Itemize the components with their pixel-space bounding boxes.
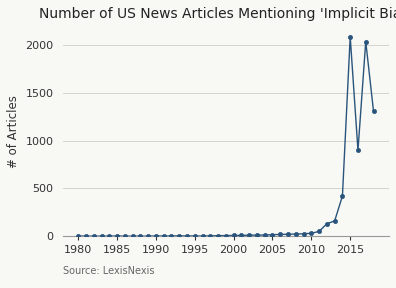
Y-axis label: # of Articles: # of Articles [7, 95, 20, 168]
Text: Source: LexisNexis: Source: LexisNexis [63, 266, 154, 276]
Title: Number of US News Articles Mentioning 'Implicit Bias': Number of US News Articles Mentioning 'I… [39, 7, 396, 21]
